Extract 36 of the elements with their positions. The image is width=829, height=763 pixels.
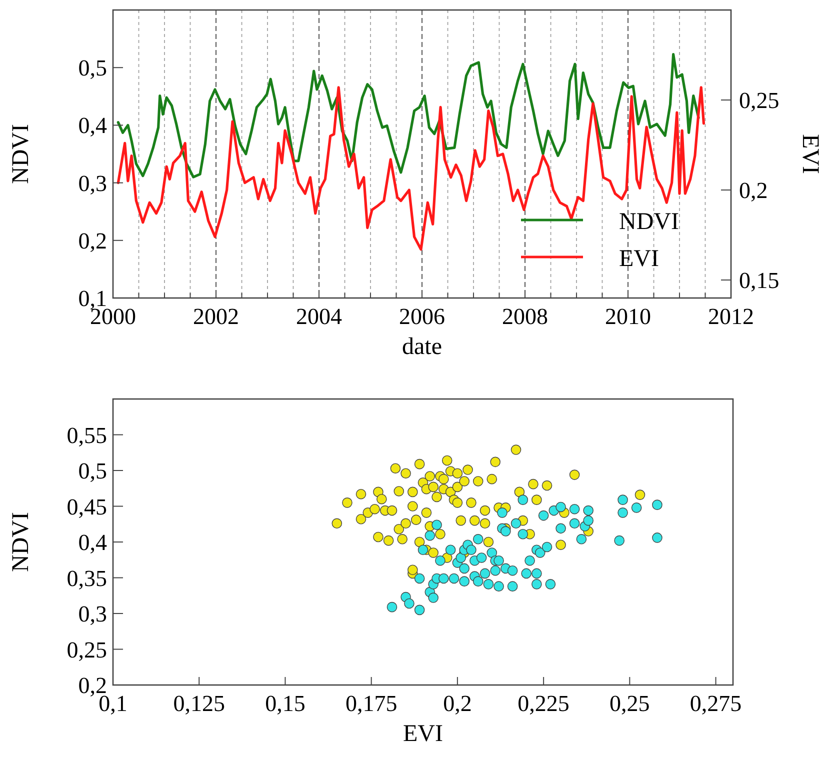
line-series (116, 86, 706, 251)
x-tick-label: 0,15 (265, 691, 306, 716)
x-tick-label: 2004 (296, 304, 342, 329)
x-tick-label: 0,275 (690, 691, 742, 716)
x-tick-label: 0,175 (345, 691, 398, 716)
legend-label: EVI (619, 246, 659, 272)
y-axis-title: NDVI (8, 124, 34, 184)
x-tick-label: 0,25 (610, 691, 650, 716)
y-axis-title: NDVI (8, 512, 34, 572)
x-axis-title: EVI (403, 721, 443, 747)
y-tick-label: 0,35 (66, 566, 107, 591)
legend-label: NDVI (619, 209, 679, 235)
y2-tick-label: 0,25 (739, 88, 780, 113)
y-tick-label: 0,4 (78, 530, 108, 555)
y-tick-label: 0,4 (78, 113, 108, 138)
y-tick-label: 0,3 (78, 170, 107, 196)
y-tick-label: 0,3 (78, 602, 107, 626)
y2-tick-label: 0,15 (739, 268, 780, 293)
x-tick-label: 2002 (193, 304, 239, 329)
x-tick-label: 2012 (708, 304, 754, 329)
x-tick-label: 2010 (605, 304, 651, 329)
line-series (116, 53, 700, 178)
x-tick-label: 0,2 (443, 691, 472, 716)
y2-axis-title: EVI (797, 134, 823, 174)
y2-tick-label: 0,2 (739, 178, 768, 203)
y-tick-label: 0,45 (66, 494, 107, 520)
x-axis-title: date (402, 334, 442, 360)
y-tick-label: 0,5 (78, 56, 107, 81)
y-tick-label: 0,55 (66, 422, 107, 448)
y-tick-label: 0,2 (78, 228, 107, 254)
x-tick-label: 0,225 (518, 691, 570, 716)
x-tick-label: 2006 (399, 304, 445, 329)
x-tick-label: 2008 (502, 304, 548, 329)
y-tick-label: 0,5 (78, 458, 107, 484)
y-tick-label: 0,25 (66, 637, 107, 662)
x-tick-label: 0,125 (173, 691, 225, 716)
